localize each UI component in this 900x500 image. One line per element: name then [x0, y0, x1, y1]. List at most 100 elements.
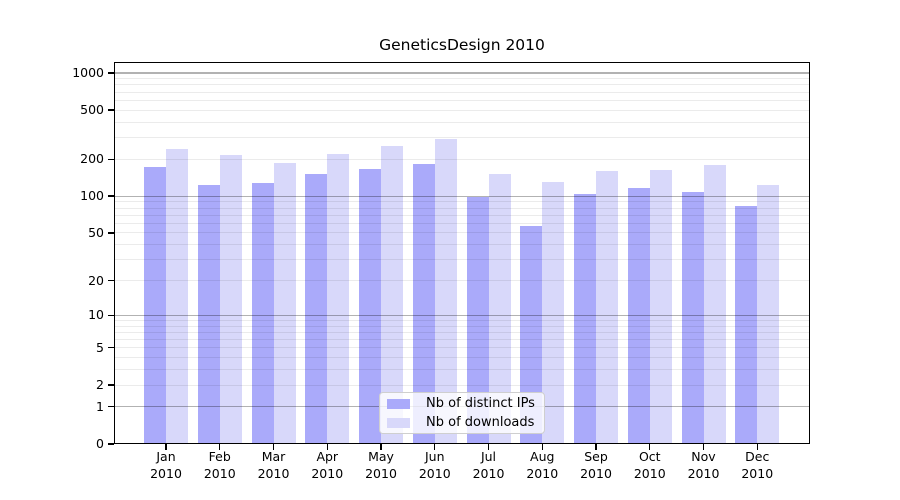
legend-label-distinct-ips: Nb of distinct IPs	[426, 395, 535, 411]
x-tick-label-dec: Dec 2010	[729, 449, 785, 482]
bar-nb-of-downloads-apr	[327, 153, 350, 444]
bar-nb-of-downloads-jun	[434, 139, 457, 444]
x-tick-dec	[756, 444, 758, 450]
x-tick-label-feb: Feb 2010	[192, 449, 248, 482]
y-tick-200	[107, 158, 114, 160]
y-tick-label-0: 0	[96, 436, 104, 451]
bar-nb-of-distinct-ips-aug	[520, 225, 543, 444]
x-label-month: Nov	[691, 449, 716, 464]
legend-item-downloads: Nb of downloads	[387, 415, 544, 431]
minor-gridline-2	[114, 384, 810, 386]
x-label-month: Aug	[530, 449, 555, 464]
y-tick-5	[107, 347, 114, 349]
x-tick-label-may: May 2010	[353, 449, 409, 482]
x-tick-sep	[595, 444, 597, 450]
x-tick-label-oct: Oct 2010	[622, 449, 678, 482]
x-tick-jan	[165, 444, 167, 450]
y-tick-label-1: 1	[96, 398, 104, 414]
legend: Nb of distinct IPs Nb of downloads	[379, 392, 545, 434]
minor-gridline-300	[114, 137, 810, 139]
bar-nb-of-distinct-ips-jan	[144, 167, 166, 444]
legend-item-distinct-ips: Nb of distinct IPs	[387, 396, 544, 412]
y-tick-0	[107, 443, 114, 445]
x-tick-may	[380, 444, 382, 450]
legend-swatch-distinct-ips	[387, 398, 410, 409]
y-tick-50	[107, 232, 114, 234]
bar-nb-of-distinct-ips-oct	[627, 188, 650, 444]
y-tick-1000	[107, 72, 114, 74]
x-label-month: May	[368, 449, 394, 464]
major-gridline-10	[114, 314, 810, 316]
x-label-month: Oct	[638, 449, 661, 464]
minor-gridline-90	[114, 201, 810, 203]
minor-gridline-500	[114, 109, 810, 111]
bar-nb-of-downloads-sep	[596, 170, 618, 444]
x-label-month: Apr	[316, 449, 339, 464]
bar-nb-of-downloads-feb	[219, 154, 242, 444]
minor-gridline-700	[114, 91, 810, 93]
minor-gridline-5	[114, 347, 810, 349]
x-label-month: Mar	[261, 449, 286, 464]
bar-nb-of-downloads-oct	[649, 170, 672, 444]
bar-nb-of-downloads-mar	[273, 162, 296, 444]
bar-nb-of-downloads-jul	[488, 173, 511, 444]
minor-gridline-70	[114, 214, 810, 216]
y-tick-label-100: 100	[80, 188, 104, 204]
bar-nb-of-distinct-ips-nov	[681, 192, 704, 444]
minor-gridline-6	[114, 339, 810, 340]
y-tick-label-10: 10	[88, 307, 104, 323]
x-label-year: 2010	[580, 465, 612, 481]
x-tick-label-jun: Jun 2010	[407, 449, 463, 482]
minor-gridline-20	[114, 280, 810, 281]
y-tick-label-1000: 1000	[72, 65, 104, 80]
x-tick-label-aug: Aug 2010	[514, 449, 570, 482]
minor-gridline-30	[114, 259, 810, 261]
x-label-month: Sep	[584, 449, 608, 464]
minor-gridline-60	[114, 222, 810, 224]
bar-nb-of-downloads-aug	[542, 182, 565, 444]
legend-label-downloads: Nb of downloads	[426, 414, 535, 430]
bar-nb-of-downloads-may	[381, 146, 403, 444]
y-tick-label-5: 5	[96, 339, 104, 355]
x-tick-nov	[702, 444, 705, 450]
minor-gridline-800	[114, 84, 810, 86]
x-label-year: 2010	[526, 465, 559, 481]
x-label-year: 2010	[150, 465, 182, 481]
x-label-year: 2010	[257, 465, 290, 481]
y-tick-100	[107, 195, 114, 197]
x-tick-apr	[326, 444, 328, 450]
x-label-year: 2010	[203, 465, 236, 481]
x-tick-label-jul: Jul 2010	[461, 449, 517, 482]
y-tick-20	[107, 279, 114, 282]
x-tick-jun	[434, 444, 436, 450]
y-tick-label-200: 200	[80, 151, 104, 167]
minor-gridline-600	[114, 99, 810, 101]
bar-nb-of-distinct-ips-may	[359, 168, 381, 444]
bar-nb-of-distinct-ips-feb	[197, 185, 220, 444]
x-tick-feb	[219, 444, 221, 450]
x-label-year: 2010	[633, 465, 666, 481]
y-tick-1	[107, 406, 114, 408]
minor-gridline-9	[114, 319, 810, 321]
y-tick-500	[107, 109, 114, 111]
minor-gridline-200	[114, 158, 810, 160]
x-tick-label-sep: Sep 2010	[568, 449, 624, 482]
minor-gridline-400	[114, 121, 810, 123]
x-label-year: 2010	[418, 465, 451, 481]
legend-swatch-downloads	[387, 417, 410, 428]
y-tick-label-2: 2	[96, 377, 104, 392]
x-tick-aug	[541, 444, 543, 450]
chart-title: GeneticsDesign 2010	[379, 36, 545, 54]
x-label-month: Jan	[156, 449, 176, 464]
x-tick-label-jan: Jan 2010	[138, 449, 194, 482]
x-label-year: 2010	[687, 465, 720, 481]
minor-gridline-80	[114, 207, 810, 209]
x-label-month: Dec	[745, 449, 770, 464]
minor-gridline-7	[114, 331, 810, 333]
y-tick-2	[107, 384, 114, 386]
minor-gridline-3	[114, 369, 810, 371]
bar-nb-of-distinct-ips-dec	[735, 206, 758, 444]
x-tick-jul	[487, 444, 490, 450]
